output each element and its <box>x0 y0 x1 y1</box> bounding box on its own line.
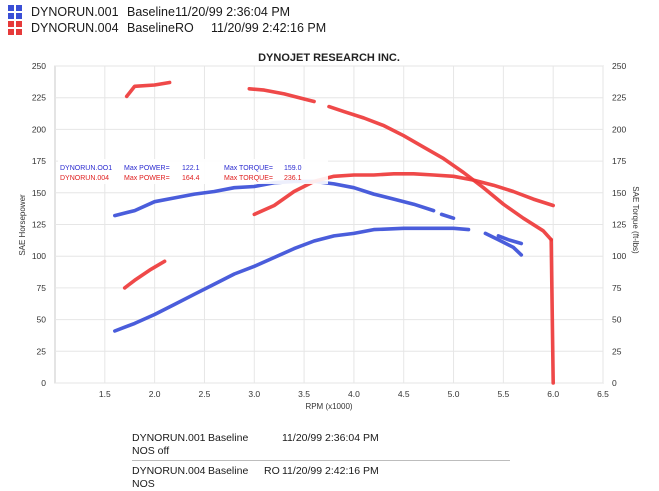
footer-run-2: DYNORUN.004 Baseline RO 11/20/99 2:42:16… <box>132 465 379 491</box>
blue-square-icon <box>8 5 22 19</box>
top-legend-row-2: DYNORUN.004 BaselineRO 11/20/99 2:42:16 … <box>8 20 326 36</box>
annotation-torque-label: Max TORQUE= <box>224 165 273 172</box>
left-axis-ticks: 0 25 50 75 100 125 150 175 200 225 250 <box>32 61 46 388</box>
x-tick-label: 5.0 <box>448 389 460 399</box>
series-line-power <box>122 259 167 290</box>
annotation-power-label: Max POWER= <box>124 165 170 172</box>
series-lines <box>113 80 555 385</box>
left-tick-label: 75 <box>37 283 47 293</box>
right-tick-label: 125 <box>612 220 626 230</box>
x-tick-label: 4.0 <box>348 389 360 399</box>
series-line-power <box>252 172 555 217</box>
footer-run-desc: Baseline <box>208 432 249 444</box>
footer-run-note: NOS <box>132 478 155 490</box>
right-axis-label: SAE Torque (ft-lbs) <box>631 186 640 254</box>
right-tick-label: 150 <box>612 188 626 198</box>
legend-run-desc: Baseline <box>127 5 175 19</box>
left-tick-label: 175 <box>32 156 46 166</box>
series-line-torque <box>247 87 316 104</box>
right-tick-label: 100 <box>612 251 626 261</box>
annotation-box <box>58 159 328 184</box>
series-line-power <box>113 226 471 333</box>
annotation-power-label: Max POWER= <box>124 175 170 182</box>
swatch-cell <box>16 21 22 27</box>
annotation-torque-label: Max TORQUE= <box>224 175 273 182</box>
top-legend-row-1: DYNORUN.001 Baseline 11/20/99 2:36:04 PM <box>8 4 326 20</box>
annotation-torque-value: 236.1 <box>284 175 302 182</box>
right-axis-ticks: 0 25 50 75 100 125 150 175 200 225 250 <box>612 61 626 388</box>
footer-run-name: DYNORUN.004 <box>132 465 206 477</box>
top-legend: DYNORUN.001 Baseline 11/20/99 2:36:04 PM… <box>8 4 326 36</box>
left-tick-label: 50 <box>37 315 47 325</box>
footer-run-name: DYNORUN.001 <box>132 432 206 444</box>
annotation-run: DYNORUN.004 <box>60 175 109 182</box>
annotation-power-value: 164.4 <box>182 175 200 182</box>
left-tick-label: 150 <box>32 188 46 198</box>
right-tick-label: 250 <box>612 61 626 71</box>
x-axis-label: RPM (x1000) <box>305 402 352 411</box>
x-tick-label: 3.5 <box>298 389 310 399</box>
footer-run-note: NOS off <box>132 445 170 457</box>
swatch-cell <box>8 29 14 35</box>
left-tick-label: 0 <box>41 378 46 388</box>
footer-run-datetime: 11/20/99 2:42:16 PM <box>282 465 379 477</box>
swatch-cell <box>8 5 14 11</box>
series-line-torque <box>124 80 172 99</box>
left-tick-label: 125 <box>32 220 46 230</box>
swatch-cell <box>16 13 22 19</box>
footer-run-suffix: RO <box>264 465 280 477</box>
left-tick-label: 100 <box>32 251 46 261</box>
footer-run-desc: Baseline <box>208 465 249 477</box>
swatch-cell <box>8 13 14 19</box>
left-tick-label: 25 <box>37 346 47 356</box>
series-line-torque <box>483 231 524 257</box>
legend-run-name: DYNORUN.001 <box>31 5 119 19</box>
annotations: DYNORUN.OO1 Max POWER= 122.1 Max TORQUE= 159… <box>60 165 302 182</box>
legend-run-name: DYNORUN.004 <box>31 21 119 35</box>
right-tick-label: 25 <box>612 346 622 356</box>
series-line-torque <box>549 237 555 385</box>
series-line-torque <box>496 234 524 246</box>
annotation-power-value: 122.1 <box>182 165 200 172</box>
x-tick-label: 2.0 <box>149 389 161 399</box>
right-tick-label: 50 <box>612 315 622 325</box>
left-tick-label: 250 <box>32 61 46 71</box>
x-tick-label: 4.5 <box>398 389 410 399</box>
left-tick-label: 225 <box>32 93 46 103</box>
right-tick-label: 175 <box>612 156 626 166</box>
x-tick-label: 5.5 <box>497 389 509 399</box>
annotation-run: DYNORUN.OO1 <box>60 165 112 172</box>
x-tick-label: 3.0 <box>248 389 260 399</box>
red-square-icon <box>8 21 22 35</box>
footer-run-datetime: 11/20/99 2:36:04 PM <box>282 432 379 444</box>
right-tick-label: 0 <box>612 378 617 388</box>
chart-title: DYNOJET RESEARCH INC. <box>258 52 400 64</box>
swatch-cell <box>16 5 22 11</box>
footer-run-1: DYNORUN.001 Baseline 11/20/99 2:36:04 PM… <box>132 432 379 458</box>
legend-run-datetime: 11/20/99 2:36:04 PM <box>174 5 291 19</box>
legend-run-desc: BaselineRO <box>127 21 194 35</box>
swatch-cell <box>8 21 14 27</box>
left-tick-label: 200 <box>32 124 46 134</box>
x-tick-label: 6.0 <box>547 389 559 399</box>
right-tick-label: 75 <box>612 283 622 293</box>
right-tick-label: 225 <box>612 93 626 103</box>
right-tick-label: 200 <box>612 124 626 134</box>
x-tick-label: 2.5 <box>199 389 211 399</box>
legend-run-datetime: 11/20/99 2:42:16 PM <box>211 21 327 35</box>
series-line-torque <box>327 104 553 242</box>
x-axis-ticks: 1.5 2.0 2.5 3.0 3.5 4.0 4.5 5.0 5.5 6.0 6.5 <box>99 389 609 399</box>
footer-divider <box>132 460 510 461</box>
annotation-torque-value: 159.0 <box>284 165 302 172</box>
left-axis-label: SAE Horsepower <box>18 194 27 256</box>
x-tick-label: 6.5 <box>597 389 609 399</box>
series-line-torque <box>439 212 456 220</box>
swatch-cell <box>16 29 22 35</box>
x-tick-label: 1.5 <box>99 389 111 399</box>
